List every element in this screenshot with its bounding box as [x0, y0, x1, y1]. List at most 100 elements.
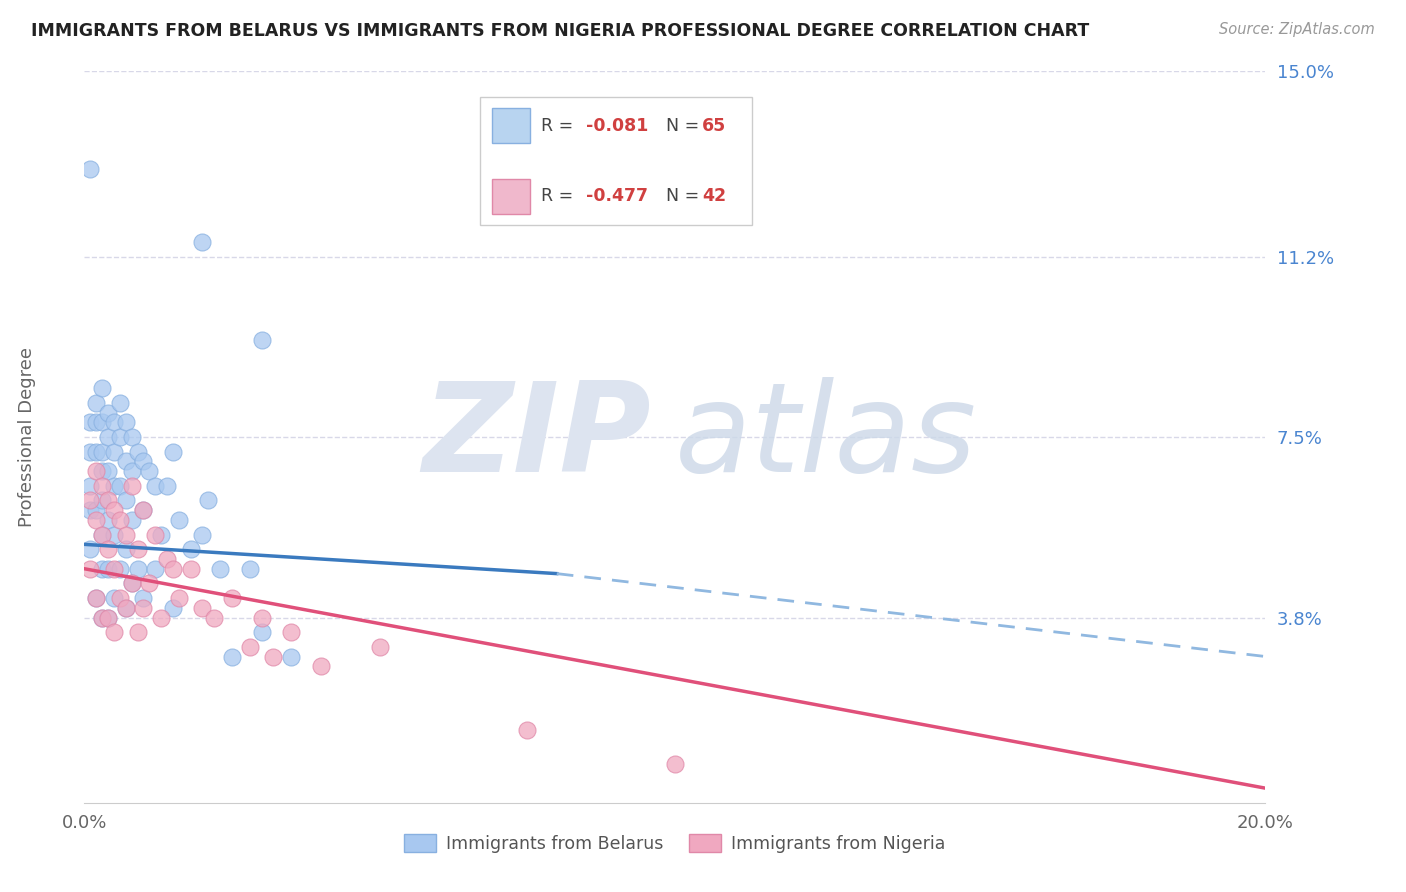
Point	[103, 591, 125, 605]
Point	[280, 625, 302, 640]
Point	[280, 649, 302, 664]
Point	[79, 479, 101, 493]
Point	[114, 600, 136, 615]
Point	[97, 562, 120, 576]
Text: R =: R =	[541, 187, 579, 205]
Point	[97, 513, 120, 527]
Point	[84, 591, 107, 605]
Point	[138, 576, 160, 591]
Point	[250, 625, 273, 640]
Point	[97, 610, 120, 624]
Point	[250, 333, 273, 347]
Point	[127, 625, 149, 640]
Point	[91, 444, 114, 458]
Text: IMMIGRANTS FROM BELARUS VS IMMIGRANTS FROM NIGERIA PROFESSIONAL DEGREE CORRELATI: IMMIGRANTS FROM BELARUS VS IMMIGRANTS FR…	[31, 22, 1090, 40]
Point	[79, 542, 101, 557]
Bar	[492, 108, 530, 144]
Point	[97, 430, 120, 444]
Point	[84, 503, 107, 517]
Point	[103, 527, 125, 541]
Point	[108, 479, 131, 493]
Point	[91, 527, 114, 541]
Point	[516, 723, 538, 737]
Point	[114, 454, 136, 468]
Point	[79, 444, 101, 458]
Point	[132, 503, 155, 517]
Point	[127, 444, 149, 458]
Point	[114, 527, 136, 541]
FancyBboxPatch shape	[479, 97, 752, 225]
Text: ZIP: ZIP	[423, 376, 651, 498]
Y-axis label: Professional Degree: Professional Degree	[18, 347, 35, 527]
Point	[132, 600, 155, 615]
Point	[97, 464, 120, 478]
Point	[91, 493, 114, 508]
Point	[150, 527, 173, 541]
Point	[239, 562, 262, 576]
Text: N =: N =	[655, 187, 704, 205]
Point	[91, 527, 114, 541]
Point	[156, 552, 179, 566]
Point	[221, 591, 243, 605]
Point	[114, 542, 136, 557]
Point	[202, 610, 225, 624]
Point	[167, 591, 190, 605]
Point	[79, 493, 101, 508]
Point	[79, 562, 101, 576]
Point	[114, 416, 136, 430]
Point	[121, 513, 143, 527]
Point	[309, 659, 332, 673]
Point	[91, 416, 114, 430]
Point	[84, 513, 107, 527]
Text: 65: 65	[702, 117, 727, 135]
Point	[191, 527, 214, 541]
Point	[79, 416, 101, 430]
Point	[84, 396, 107, 410]
Point	[191, 235, 214, 249]
Point	[197, 493, 219, 508]
Point	[132, 591, 155, 605]
Point	[97, 493, 120, 508]
Point	[103, 625, 125, 640]
Point	[121, 576, 143, 591]
Point	[162, 444, 184, 458]
Point	[103, 503, 125, 517]
Point	[79, 161, 101, 176]
Point	[108, 396, 131, 410]
Point	[162, 562, 184, 576]
Point	[108, 430, 131, 444]
Legend: Immigrants from Belarus, Immigrants from Nigeria: Immigrants from Belarus, Immigrants from…	[398, 827, 952, 860]
Point	[91, 562, 114, 576]
Point	[127, 542, 149, 557]
Text: R =: R =	[541, 117, 579, 135]
Point	[79, 503, 101, 517]
Point	[103, 479, 125, 493]
Text: 42: 42	[702, 187, 725, 205]
Point	[250, 610, 273, 624]
Point	[108, 591, 131, 605]
Point	[162, 600, 184, 615]
Text: Source: ZipAtlas.com: Source: ZipAtlas.com	[1219, 22, 1375, 37]
Point	[121, 464, 143, 478]
Point	[150, 610, 173, 624]
Point	[209, 562, 232, 576]
Point	[262, 649, 284, 664]
Point	[156, 479, 179, 493]
Point	[121, 430, 143, 444]
Point	[108, 562, 131, 576]
Point	[132, 503, 155, 517]
Point	[221, 649, 243, 664]
Point	[191, 600, 214, 615]
Bar	[492, 178, 530, 214]
Point	[91, 610, 114, 624]
Point	[664, 756, 686, 771]
Point	[143, 527, 166, 541]
Point	[84, 591, 107, 605]
Point	[132, 454, 155, 468]
Point	[91, 381, 114, 395]
Point	[91, 464, 114, 478]
Point	[368, 640, 391, 654]
Point	[103, 416, 125, 430]
Point	[121, 576, 143, 591]
Point	[114, 493, 136, 508]
